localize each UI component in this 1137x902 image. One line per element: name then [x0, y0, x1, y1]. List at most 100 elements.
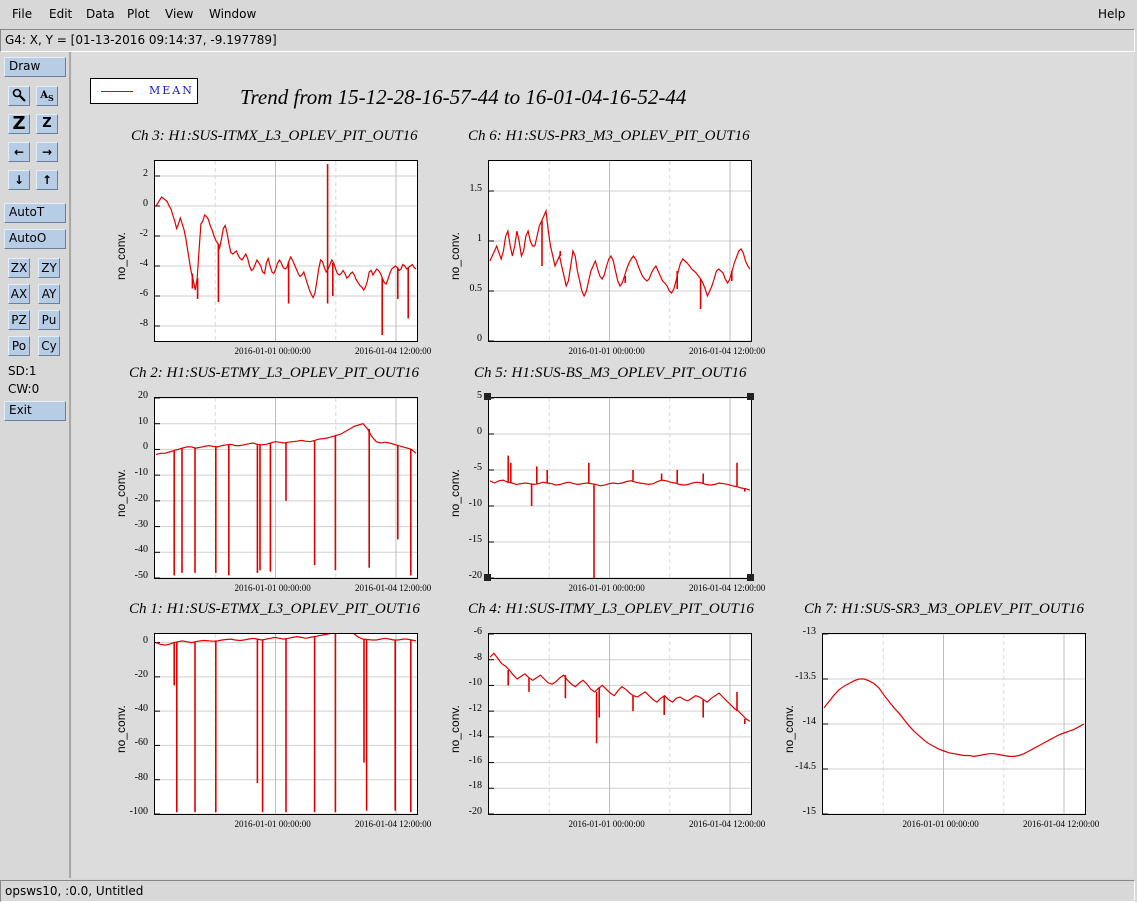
- plot-area-ch2[interactable]: [154, 397, 418, 579]
- y-axis-label: no_conv.: [448, 469, 462, 517]
- x-tick-label: 2016-01-01 00:00:00: [568, 583, 645, 593]
- status-text: opsws10, :0.0, Untitled: [5, 884, 144, 898]
- chart-title-ch2: Ch 2: H1:SUS-ETMY_L3_OPLEV_PIT_OUT16: [129, 365, 420, 381]
- y-tick-label: -16: [468, 754, 482, 766]
- plot-svg-ch4: [489, 634, 751, 814]
- series-line-ch3: [155, 196, 417, 299]
- plot-area-ch6[interactable]: [488, 160, 752, 342]
- menu-help[interactable]: Help: [1098, 7, 1126, 21]
- autoo-button[interactable]: AutoO: [4, 229, 66, 249]
- y-axis-label: no_conv.: [782, 705, 796, 753]
- coordinate-readout: G4: X, Y = [01-13-2016 09:14:37, -9.1977…: [5, 33, 277, 47]
- y-tick-label: -10: [468, 677, 482, 689]
- y-tick-label: -30: [134, 518, 148, 530]
- y-axis-label: no_conv.: [114, 232, 128, 280]
- y-tick-label: -80: [134, 771, 148, 783]
- coordinate-readout-bar: G4: X, Y = [01-13-2016 09:14:37, -9.1977…: [0, 29, 1135, 52]
- selection-handle[interactable]: [484, 393, 491, 400]
- zy-button[interactable]: ZY: [38, 258, 60, 278]
- y-tick-label: -100: [129, 806, 148, 817]
- y-tick-label: -14.5: [795, 761, 816, 772]
- zx-button[interactable]: ZX: [8, 258, 30, 278]
- y-tick-label: 1.5: [469, 183, 483, 194]
- zoom-out-small-icon[interactable]: Z: [36, 114, 58, 134]
- y-tick-label: 20: [138, 390, 148, 401]
- menu-bar: File Edit Data Plot View Window Help: [0, 0, 1137, 29]
- plot-area-ch7[interactable]: [822, 633, 1086, 815]
- x-tick-label: 2016-01-01 00:00:00: [234, 346, 311, 356]
- menu-plot[interactable]: Plot: [127, 7, 150, 21]
- y-tick-label: 0: [143, 441, 148, 453]
- selection-handle[interactable]: [484, 574, 491, 581]
- legend-label: MEAN: [149, 84, 194, 97]
- y-tick-label: -20: [134, 668, 148, 680]
- chart-title-ch1: Ch 1: H1:SUS-ETMX_L3_OPLEV_PIT_OUT16: [129, 601, 420, 617]
- ay-button[interactable]: AY: [38, 284, 60, 304]
- x-tick-label: 2016-01-04 12:00:00: [1023, 819, 1100, 829]
- series-line-ch4: [489, 652, 751, 722]
- y-tick-label: 0: [477, 333, 482, 344]
- chart-title-ch6: Ch 6: H1:SUS-PR3_M3_OPLEV_PIT_OUT16: [468, 128, 750, 144]
- y-tick-label: -6: [139, 288, 148, 299]
- chart-title-ch5: Ch 5: H1:SUS-BS_M3_OPLEV_PIT_OUT16: [474, 365, 747, 381]
- plot-svg-ch7: [823, 634, 1085, 814]
- plot-area-ch5[interactable]: [488, 397, 752, 579]
- chart-title-ch3: Ch 3: H1:SUS-ITMX_L3_OPLEV_PIT_OUT16: [131, 128, 418, 144]
- x-tick-label: 2016-01-04 12:00:00: [355, 819, 432, 829]
- arrow-left-icon[interactable]: ←: [8, 142, 30, 162]
- plot-area-ch4[interactable]: [488, 633, 752, 815]
- menu-edit[interactable]: Edit: [49, 7, 73, 21]
- legend: MEAN: [90, 78, 198, 104]
- po-button[interactable]: Po: [8, 336, 30, 356]
- pu-button[interactable]: Pu: [38, 310, 60, 330]
- arrow-up-icon[interactable]: ↑: [36, 170, 58, 190]
- x-tick-label: 2016-01-01 00:00:00: [568, 819, 645, 829]
- y-tick-label: 0: [477, 426, 482, 437]
- y-tick-label: 2: [143, 168, 148, 179]
- x-tick-label: 2016-01-01 00:00:00: [234, 819, 311, 829]
- annotate-text-icon[interactable]: AS: [36, 86, 58, 106]
- plot-area-ch1[interactable]: [154, 633, 418, 815]
- y-tick-label: 0: [143, 198, 148, 209]
- menu-file[interactable]: File: [12, 7, 33, 21]
- exit-button[interactable]: Exit: [4, 401, 66, 421]
- menu-window[interactable]: Window: [209, 7, 257, 21]
- menu-view[interactable]: View: [165, 7, 194, 21]
- y-tick-label: -15: [468, 534, 482, 545]
- series-line-ch5: [489, 479, 751, 491]
- pz-button[interactable]: PZ: [8, 310, 30, 330]
- y-tick-label: -8: [139, 318, 148, 329]
- zoom-in-large-icon[interactable]: Z: [8, 114, 30, 134]
- chart-title-ch4: Ch 4: H1:SUS-ITMY_L3_OPLEV_PIT_OUT16: [468, 601, 754, 617]
- draw-button[interactable]: Draw: [4, 57, 66, 77]
- y-tick-label: -14: [468, 728, 482, 740]
- cw-indicator: CW:0: [8, 382, 40, 396]
- y-tick-label: 1: [477, 233, 482, 244]
- x-tick-label: 2016-01-04 12:00:00: [355, 346, 432, 356]
- selection-handle[interactable]: [747, 574, 754, 581]
- series-line-ch6: [489, 208, 751, 298]
- y-tick-label: -14: [802, 716, 816, 727]
- plot-area-ch3[interactable]: [154, 160, 418, 342]
- y-tick-label: -12: [468, 703, 482, 715]
- selection-handle[interactable]: [747, 393, 754, 400]
- menu-data[interactable]: Data: [86, 7, 115, 21]
- arrow-down-icon[interactable]: ↓: [8, 170, 30, 190]
- y-tick-label: -2: [139, 228, 148, 239]
- y-tick-label: -50: [134, 570, 148, 581]
- autot-button[interactable]: AutoT: [4, 203, 66, 223]
- status-bar: opsws10, :0.0, Untitled: [0, 880, 1135, 902]
- y-tick-label: -6: [473, 626, 482, 637]
- y-tick-label: -20: [468, 806, 482, 817]
- y-tick-label: -15: [802, 806, 816, 817]
- x-tick-label: 2016-01-01 00:00:00: [902, 819, 979, 829]
- tool-palette: Draw AS Z Z ← → ↓ ↑ AutoT AutoO ZX ZY AX…: [0, 52, 71, 878]
- y-tick-label: 0.5: [469, 283, 483, 294]
- zoom-tool-icon[interactable]: [8, 86, 30, 106]
- arrow-right-icon[interactable]: →: [36, 142, 58, 162]
- cy-button[interactable]: Cy: [38, 336, 60, 356]
- y-tick-label: -18: [468, 780, 482, 792]
- y-tick-label: 5: [477, 390, 482, 401]
- ax-button[interactable]: AX: [8, 284, 30, 304]
- plot-svg-ch1: [155, 634, 417, 814]
